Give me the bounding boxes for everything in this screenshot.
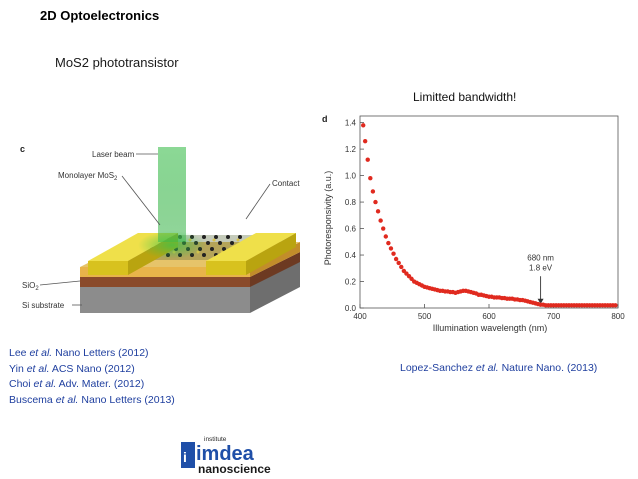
right-contact-top bbox=[206, 233, 296, 261]
data-point bbox=[361, 123, 366, 128]
panel-label-d: d bbox=[322, 114, 328, 124]
sio2-front bbox=[80, 277, 250, 287]
reference-item: Lee et al. Nano Letters (2012) bbox=[9, 347, 149, 359]
y-tick-label: 1.2 bbox=[345, 145, 357, 154]
logo-mark bbox=[181, 442, 195, 468]
right-contact-front bbox=[206, 261, 246, 275]
data-point bbox=[383, 234, 388, 239]
x-tick-label: 700 bbox=[547, 312, 561, 321]
laser-beam bbox=[158, 147, 186, 242]
references-left: Lee et al. Nano Letters (2012) Yin et al… bbox=[9, 346, 175, 408]
y-axis-label: Photoresponsivity (a.u.) bbox=[323, 171, 333, 266]
logo-sub-text: nanoscience bbox=[198, 462, 271, 476]
laser-spot bbox=[138, 231, 206, 259]
x-axis-label: Illumination wavelength (nm) bbox=[433, 323, 548, 333]
left-contact-front bbox=[88, 261, 128, 275]
data-point bbox=[388, 246, 394, 251]
logo-institute-text: institute bbox=[204, 436, 227, 443]
imdea-logo: institute i imdea nanoscience bbox=[181, 436, 271, 476]
data-point bbox=[386, 240, 391, 246]
data-point bbox=[365, 157, 370, 162]
data-point bbox=[362, 138, 368, 144]
label-monolayer-mos2: Monolayer MoS2 bbox=[58, 171, 118, 182]
si-substrate-side bbox=[250, 260, 300, 313]
data-point bbox=[381, 226, 386, 231]
data-point bbox=[373, 199, 378, 205]
bandwidth-note: Limitted bandwidth! bbox=[413, 90, 517, 104]
slide-title: 2D Optoelectronics bbox=[40, 8, 160, 23]
y-tick-label: 0.6 bbox=[345, 225, 357, 234]
annotation-line1: 680 nm bbox=[527, 253, 554, 262]
svg-text:i: i bbox=[183, 449, 187, 465]
logo-brand-text: imdea bbox=[196, 443, 255, 465]
x-tick-label: 500 bbox=[418, 312, 432, 321]
label-sio2: SiO2 bbox=[22, 281, 39, 292]
annotation-arrowhead bbox=[537, 298, 544, 305]
data-point bbox=[368, 176, 373, 181]
data-point bbox=[613, 303, 618, 308]
panel-label-c: c bbox=[20, 144, 25, 154]
y-tick-label: 1.0 bbox=[345, 172, 357, 181]
sio2-side bbox=[250, 252, 300, 287]
reference-item: Buscema et al. Nano Letters (2013) bbox=[9, 393, 175, 406]
data-point bbox=[370, 189, 376, 194]
data-point bbox=[391, 251, 396, 256]
data-point bbox=[393, 256, 399, 262]
device-schematic: c Laser beam Monolayer MoS2 Contact SiO2… bbox=[20, 144, 300, 313]
y-tick-label: 0.0 bbox=[345, 304, 357, 313]
label-laser-beam: Laser beam bbox=[92, 150, 135, 159]
x-tick-label: 400 bbox=[353, 312, 367, 321]
label-contact: Contact bbox=[272, 179, 300, 188]
y-tick-label: 0.8 bbox=[345, 198, 357, 207]
reference-item: Yin et al. ACS Nano (2012) bbox=[9, 362, 135, 375]
x-tick-label: 600 bbox=[482, 312, 496, 321]
reference-right: Lopez-Sanchez et al. Nature Nano. (2013) bbox=[400, 362, 598, 374]
data-point bbox=[396, 260, 401, 266]
si-substrate-front bbox=[80, 285, 250, 313]
label-si-substrate: Si substrate bbox=[22, 301, 65, 310]
slide-subtitle: MoS2 phototransistor bbox=[55, 55, 179, 70]
annotation-line2: 1.8 eV bbox=[529, 263, 553, 272]
data-point bbox=[378, 218, 383, 223]
y-tick-label: 1.4 bbox=[345, 119, 357, 128]
y-tick-label: 0.4 bbox=[345, 251, 357, 260]
plot-frame bbox=[359, 115, 619, 309]
data-point bbox=[375, 209, 381, 214]
x-tick-label: 800 bbox=[611, 312, 625, 321]
y-tick-label: 0.2 bbox=[345, 278, 357, 287]
reference-item: Choi et al. Adv. Mater. (2012) bbox=[9, 378, 145, 390]
photoresponsivity-chart: d 400 500 600 700 800 0.0 0.2 0.4 0.6 0.8 1.0 1.2 1.… bbox=[322, 114, 625, 333]
data-point bbox=[399, 264, 404, 270]
